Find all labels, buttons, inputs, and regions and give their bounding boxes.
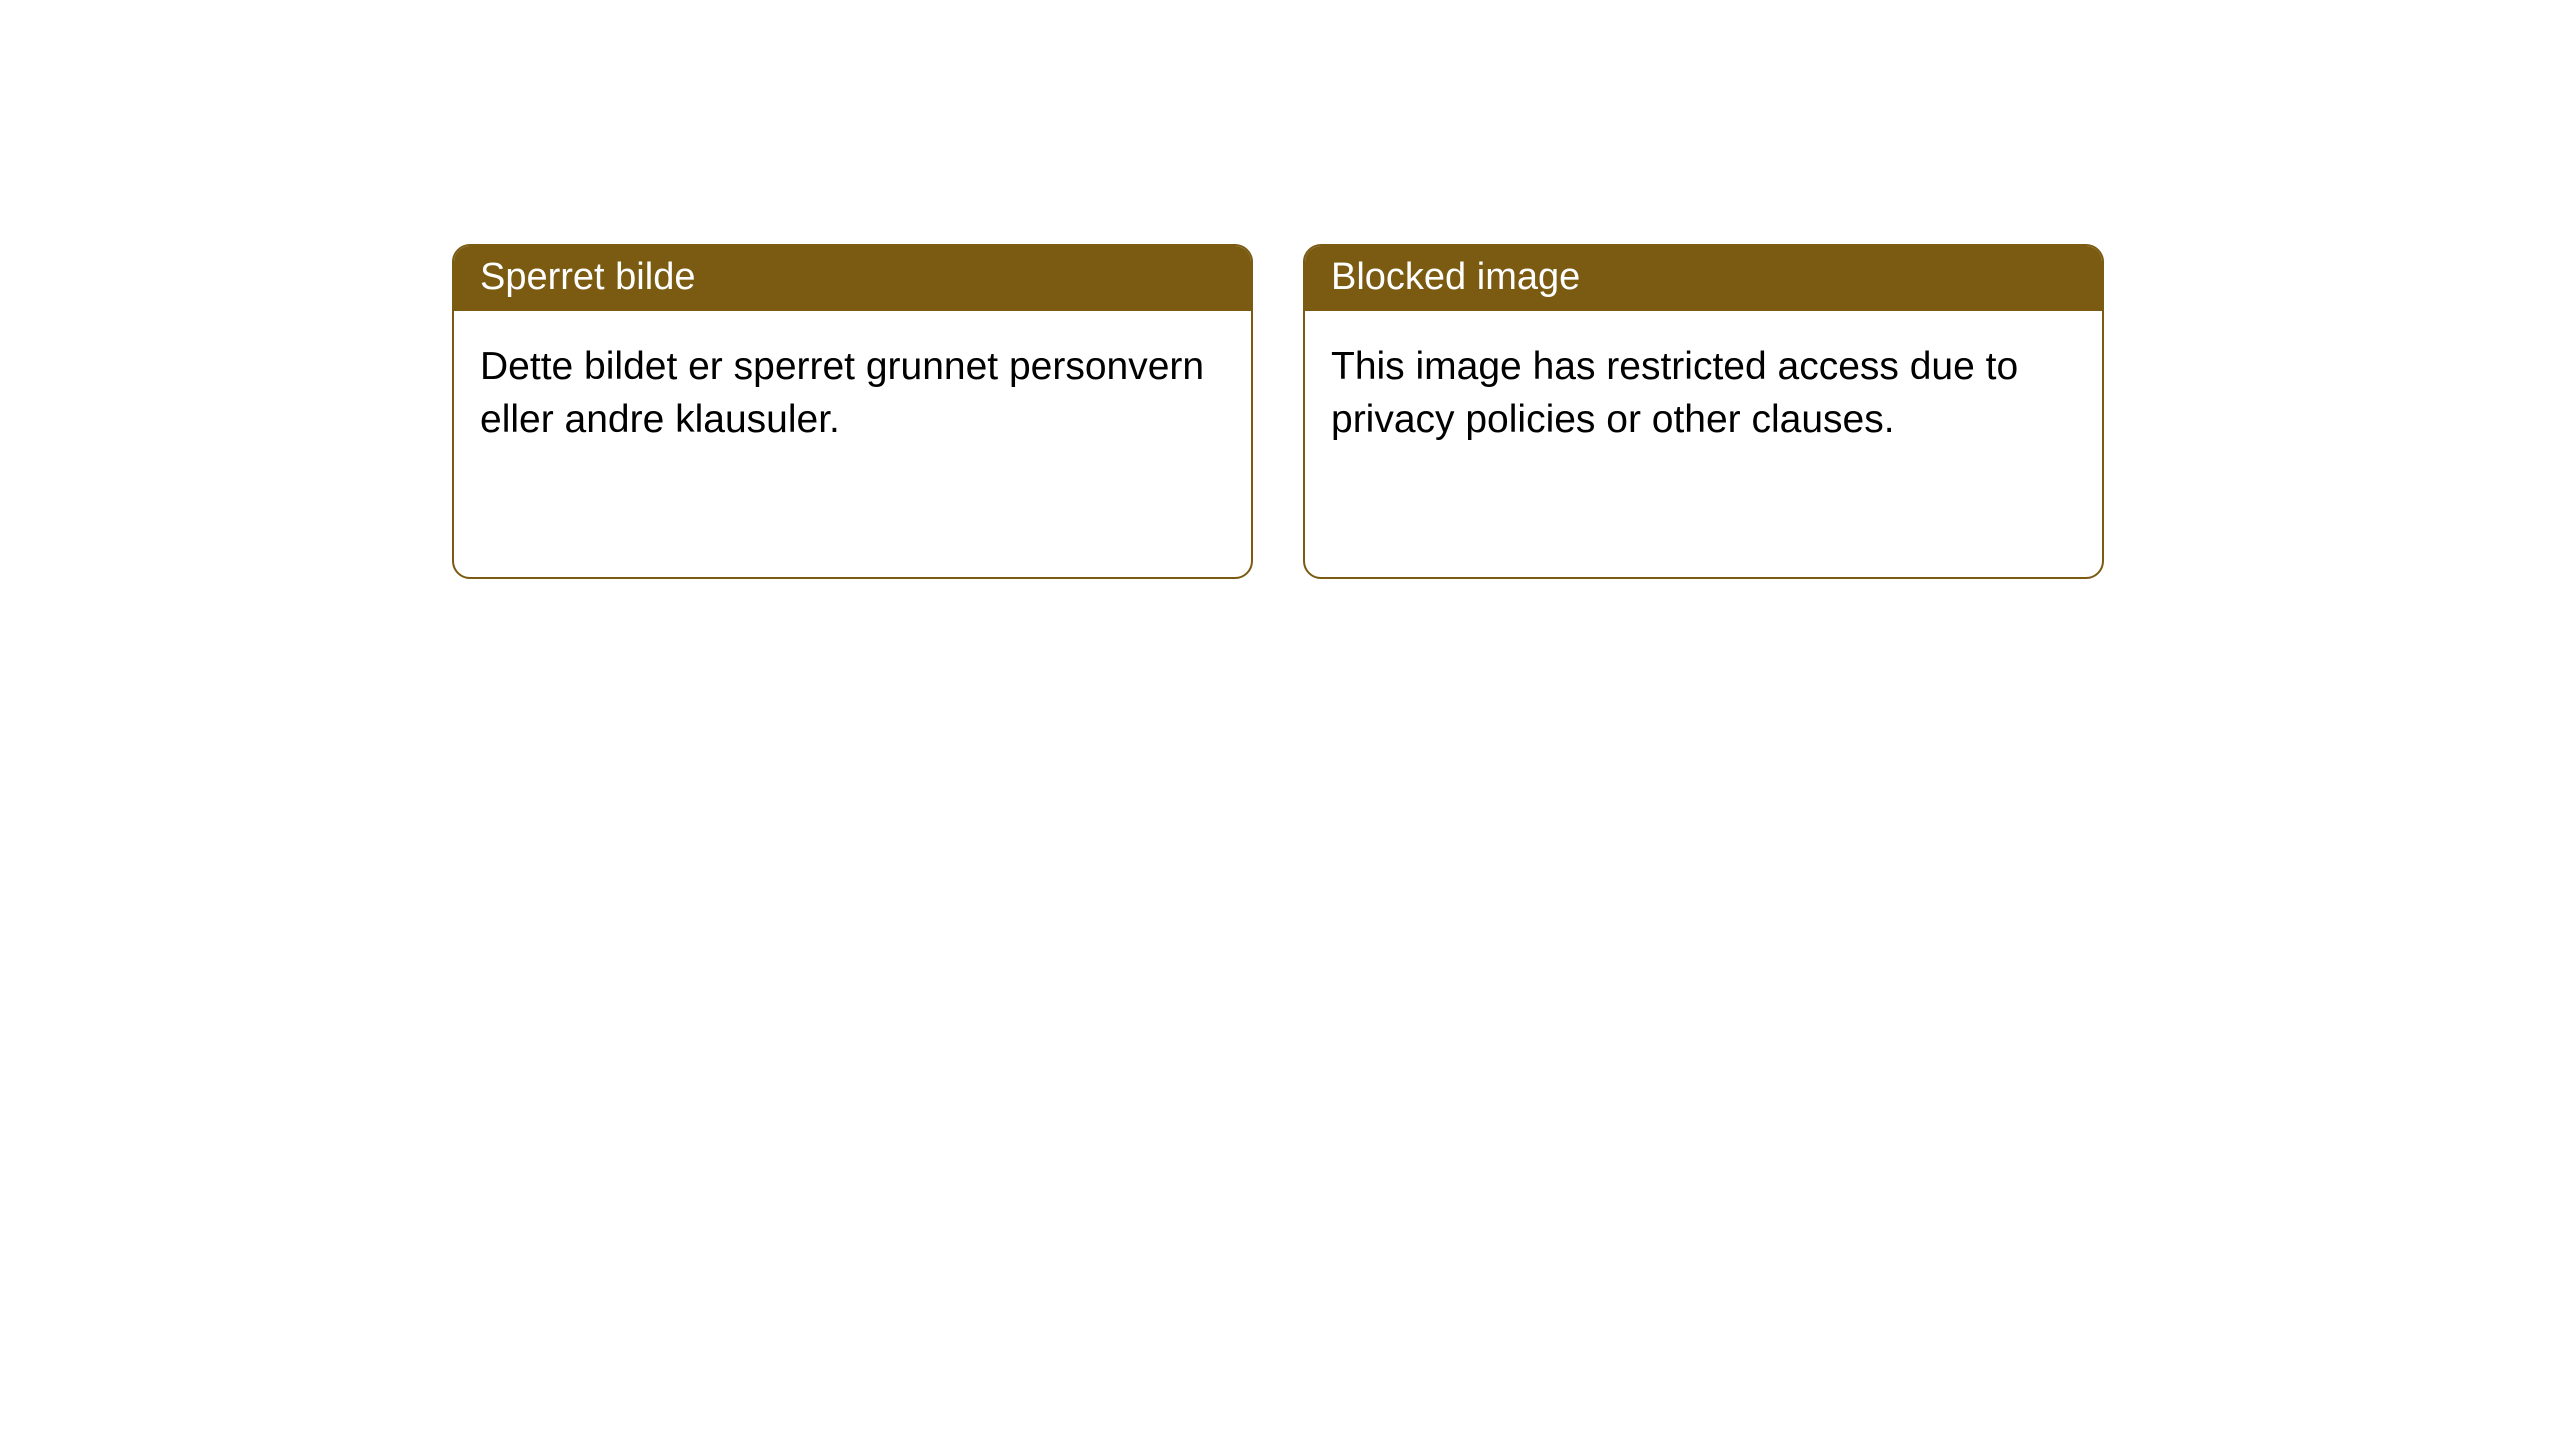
- notice-card-english: Blocked image This image has restricted …: [1303, 244, 2104, 579]
- notice-card-norwegian: Sperret bilde Dette bildet er sperret gr…: [452, 244, 1253, 579]
- notice-card-title: Sperret bilde: [454, 246, 1251, 311]
- notice-card-body: This image has restricted access due to …: [1305, 311, 2102, 476]
- notice-card-body: Dette bildet er sperret grunnet personve…: [454, 311, 1251, 476]
- notice-cards-container: Sperret bilde Dette bildet er sperret gr…: [0, 0, 2560, 579]
- notice-card-title: Blocked image: [1305, 246, 2102, 311]
